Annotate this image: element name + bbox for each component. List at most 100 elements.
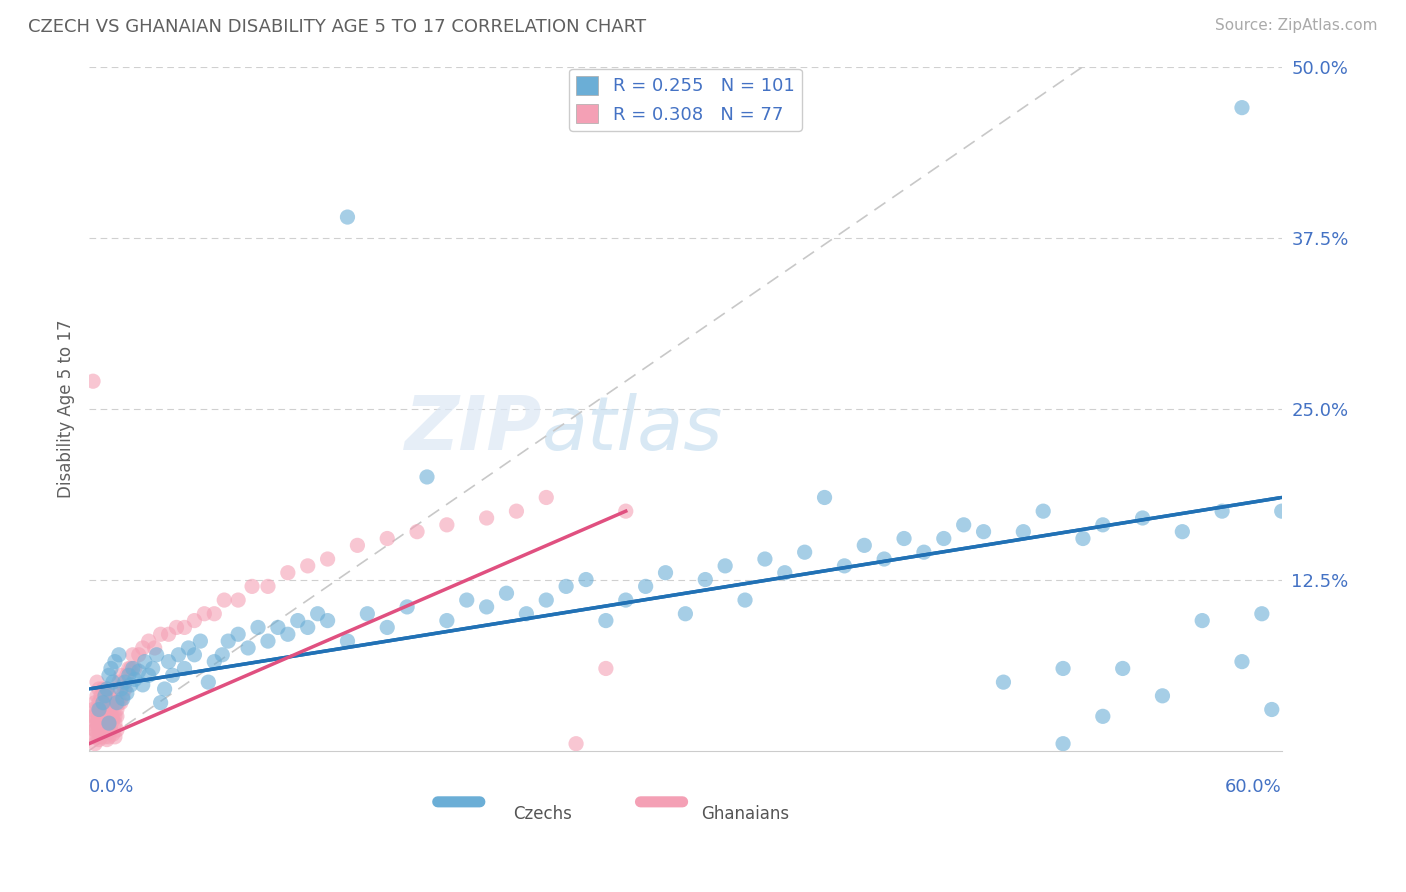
Point	[316, 614, 339, 628]
Text: Ghanaians: Ghanaians	[702, 805, 789, 823]
Point	[952, 517, 974, 532]
Point	[149, 627, 172, 641]
Point	[111, 689, 134, 703]
Text: ZIP: ZIP	[405, 392, 543, 466]
Point	[505, 504, 527, 518]
Point	[267, 620, 290, 634]
Point	[595, 661, 617, 675]
Point	[575, 573, 598, 587]
Point	[1271, 504, 1294, 518]
Point	[173, 620, 195, 634]
Point	[94, 689, 117, 703]
Point	[932, 532, 955, 546]
Point	[96, 709, 118, 723]
Point	[91, 714, 114, 728]
Point	[436, 614, 458, 628]
Point	[90, 689, 112, 703]
Point	[84, 696, 107, 710]
Point	[226, 627, 249, 641]
Point	[1012, 524, 1035, 539]
Point	[1261, 702, 1284, 716]
Point	[128, 664, 150, 678]
Point	[183, 648, 205, 662]
Point	[873, 552, 896, 566]
Point	[104, 716, 127, 731]
Point	[336, 210, 359, 224]
Point	[138, 634, 160, 648]
Point	[297, 558, 319, 573]
Point	[97, 689, 120, 703]
Point	[1091, 709, 1114, 723]
Point	[217, 634, 239, 648]
Point	[515, 607, 537, 621]
Point	[84, 723, 107, 737]
Point	[555, 579, 578, 593]
Point	[226, 593, 249, 607]
Point	[1091, 517, 1114, 532]
Point	[149, 696, 172, 710]
Point	[97, 702, 120, 716]
Point	[84, 723, 107, 737]
Point	[634, 579, 657, 593]
Point	[96, 696, 118, 710]
Point	[346, 538, 368, 552]
Point	[912, 545, 935, 559]
Point	[105, 723, 128, 737]
Point	[162, 668, 184, 682]
Point	[121, 648, 143, 662]
Point	[97, 668, 120, 682]
Point	[1171, 524, 1194, 539]
Point	[87, 723, 110, 737]
Point	[100, 709, 122, 723]
Point	[193, 607, 215, 621]
Point	[124, 661, 146, 675]
Point	[104, 730, 127, 744]
Point	[90, 702, 112, 716]
Point	[90, 716, 112, 731]
Point	[118, 661, 141, 675]
Point	[115, 668, 138, 682]
Point	[94, 716, 117, 731]
Point	[240, 579, 263, 593]
Point	[121, 661, 143, 675]
Point	[97, 689, 120, 703]
Point	[101, 709, 124, 723]
Point	[396, 599, 419, 614]
Point	[673, 607, 696, 621]
Point	[96, 732, 118, 747]
Point	[101, 675, 124, 690]
Point	[1152, 689, 1174, 703]
Point	[375, 620, 398, 634]
Point	[100, 661, 122, 675]
Point	[595, 614, 617, 628]
Point	[120, 661, 142, 675]
Point	[277, 566, 299, 580]
Point	[993, 675, 1015, 690]
Point	[257, 579, 280, 593]
Point	[120, 678, 142, 692]
Point	[754, 552, 776, 566]
Point	[94, 702, 117, 716]
Point	[1052, 737, 1074, 751]
Point	[90, 702, 112, 716]
Point	[132, 678, 155, 692]
Point	[132, 640, 155, 655]
Point	[153, 681, 176, 696]
Point	[87, 723, 110, 737]
Point	[157, 655, 180, 669]
Point	[475, 511, 498, 525]
Point	[128, 648, 150, 662]
Point	[82, 709, 104, 723]
Point	[436, 517, 458, 532]
Text: CZECH VS GHANAIAN DISABILITY AGE 5 TO 17 CORRELATION CHART: CZECH VS GHANAIAN DISABILITY AGE 5 TO 17…	[28, 18, 647, 36]
Point	[96, 681, 118, 696]
Point	[211, 648, 233, 662]
Point	[336, 634, 359, 648]
Point	[82, 374, 104, 388]
Point	[114, 681, 136, 696]
Point	[104, 709, 127, 723]
Point	[86, 730, 108, 744]
Point	[316, 552, 339, 566]
Point	[536, 593, 558, 607]
Point	[1230, 101, 1253, 115]
